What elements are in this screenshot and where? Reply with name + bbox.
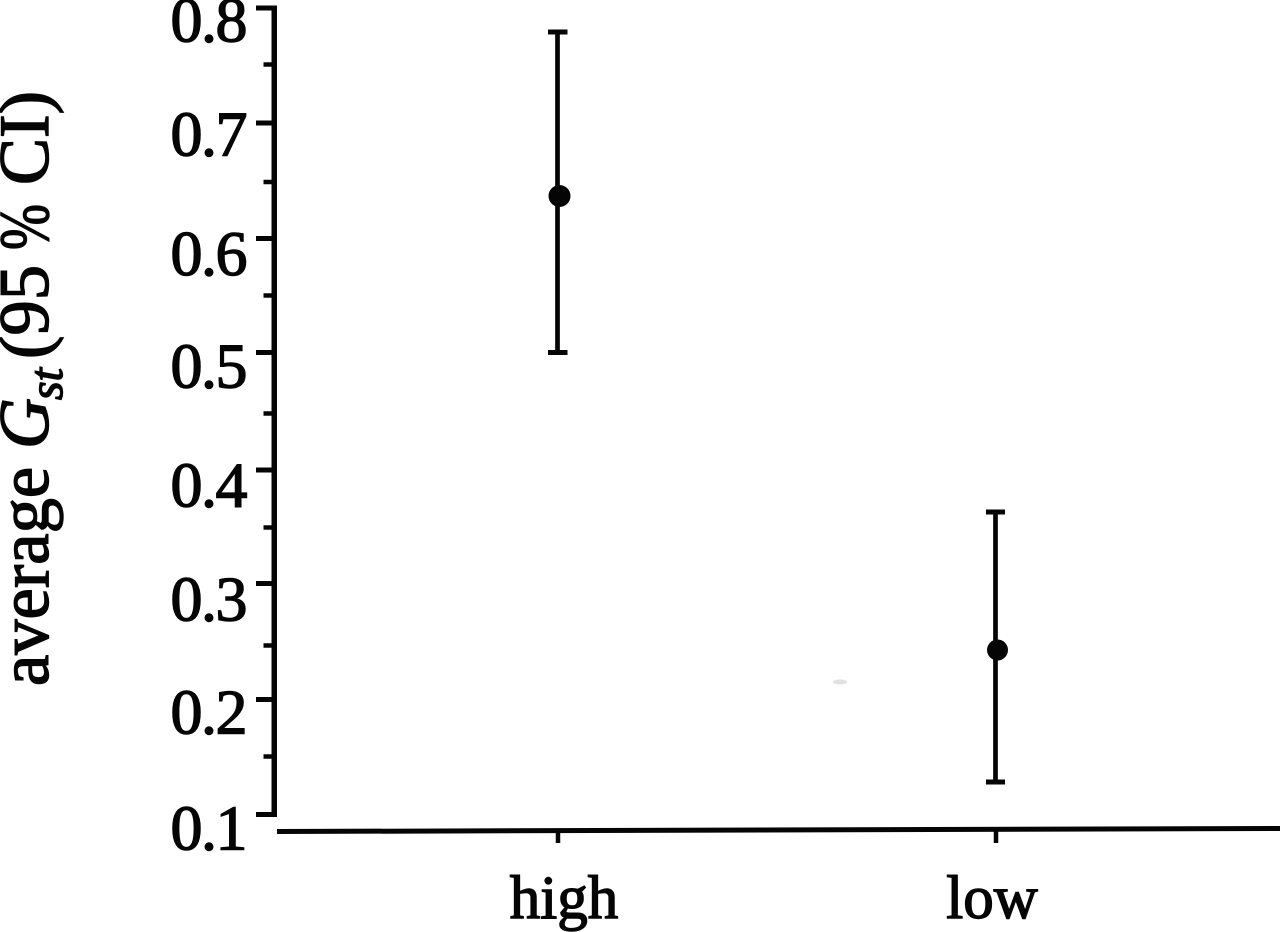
svg-text:0.7: 0.7 <box>171 99 247 170</box>
svg-text:st: st <box>20 366 73 400</box>
svg-text:0.1: 0.1 <box>171 793 247 864</box>
svg-text:(95: (95 <box>0 265 64 359</box>
svg-text:CI): CI) <box>0 91 64 185</box>
svg-text:0.2: 0.2 <box>171 677 247 748</box>
svg-text:0.4: 0.4 <box>171 450 247 521</box>
svg-text:0.3: 0.3 <box>171 564 247 635</box>
svg-text:G: G <box>0 398 64 449</box>
svg-text:low: low <box>946 865 1038 932</box>
svg-text:%: % <box>0 204 64 250</box>
svg-text:high: high <box>510 865 618 932</box>
svg-text:0.5: 0.5 <box>171 331 247 402</box>
svg-text:0.6: 0.6 <box>171 218 247 289</box>
svg-text:0.8: 0.8 <box>171 0 247 56</box>
svg-text:average: average <box>0 467 64 686</box>
